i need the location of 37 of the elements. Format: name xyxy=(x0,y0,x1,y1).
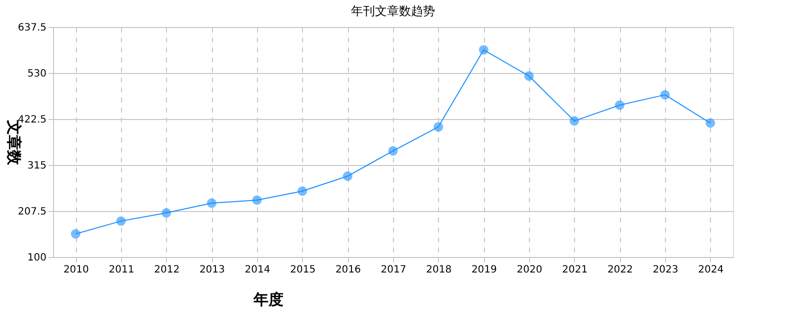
x-tick-label: 2012 xyxy=(154,264,180,276)
x-tick-label: 2023 xyxy=(652,264,678,276)
x-tick-label: 2010 xyxy=(63,264,89,276)
point xyxy=(252,195,262,205)
x-tick-label: 2022 xyxy=(607,264,633,276)
x-tick-label: 2021 xyxy=(562,264,588,276)
y-tick-label: 530 xyxy=(27,68,46,80)
point xyxy=(116,216,126,226)
point xyxy=(614,100,624,110)
x-tick-label: 2024 xyxy=(698,264,724,276)
point xyxy=(434,122,444,132)
point xyxy=(162,208,172,218)
y-tick-label: 207.5 xyxy=(18,206,46,218)
point xyxy=(206,198,216,208)
point xyxy=(388,146,398,156)
x-axis-title: 年度 xyxy=(252,290,284,308)
point xyxy=(570,116,580,126)
point xyxy=(706,118,716,128)
x-tick-label: 2018 xyxy=(426,264,452,276)
x-tick-label: 2016 xyxy=(335,264,361,276)
x-tick-label: 2013 xyxy=(199,264,225,276)
point xyxy=(298,186,308,196)
point xyxy=(70,229,80,239)
point xyxy=(342,171,352,181)
y-tick-label: 100 xyxy=(27,252,46,264)
point xyxy=(524,71,534,81)
y-tick-label: 315 xyxy=(27,160,46,172)
point xyxy=(660,90,670,100)
point xyxy=(478,45,488,55)
x-tick-label: 2011 xyxy=(108,264,134,276)
x-tick-label: 2020 xyxy=(516,264,542,276)
x-tick-label: 2014 xyxy=(244,264,270,276)
y-tick-label: 637.5 xyxy=(18,22,46,34)
x-tick-label: 2017 xyxy=(380,264,406,276)
chart-title: 年刊文章数趋势 xyxy=(351,4,435,18)
x-tick-label: 2015 xyxy=(290,264,316,276)
x-tick-label: 2019 xyxy=(471,264,497,276)
